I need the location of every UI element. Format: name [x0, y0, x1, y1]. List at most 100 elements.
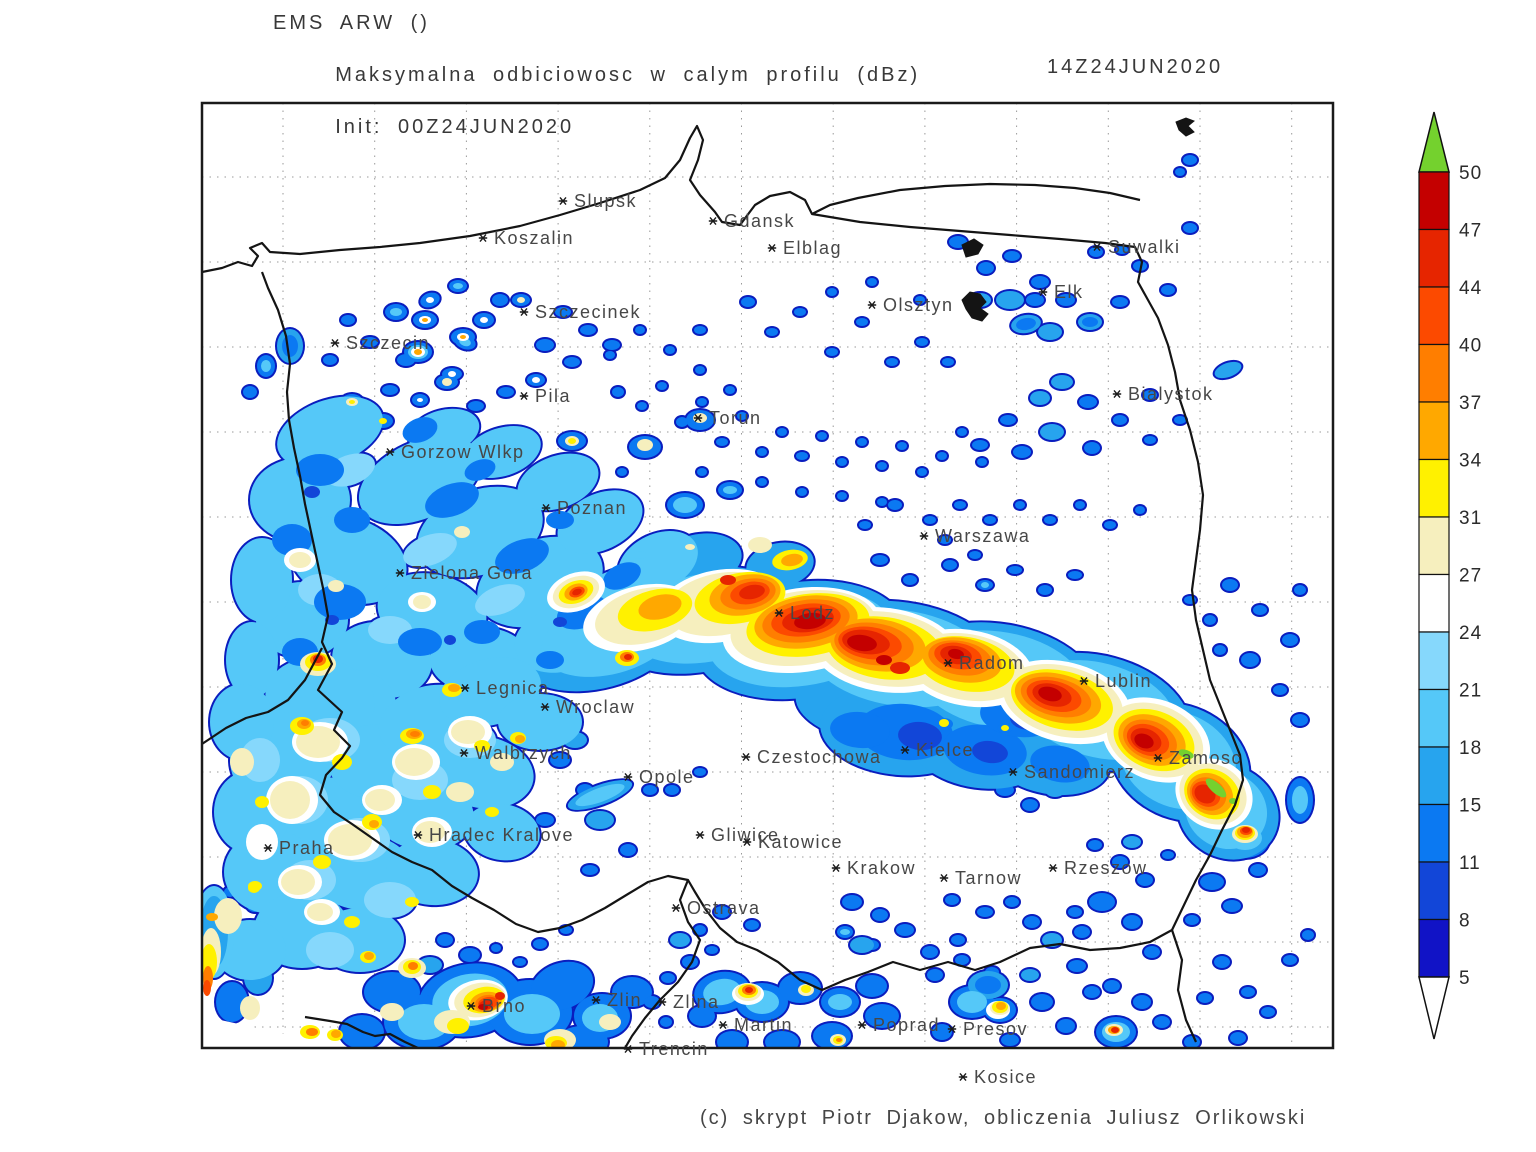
city-label: Bialystok — [1128, 384, 1214, 404]
reflectivity-cell — [945, 895, 959, 905]
city-marker-icon — [519, 307, 529, 317]
border-line — [304, 1015, 419, 1048]
colorbar-tick-label: 15 — [1459, 796, 1482, 817]
reflectivity-cell — [840, 929, 850, 935]
reflectivity-cell — [490, 753, 514, 771]
reflectivity-cell — [1068, 960, 1086, 972]
city-marker-icon — [330, 338, 340, 348]
reflectivity-cell — [604, 340, 620, 350]
reflectivity-cell — [717, 1031, 747, 1048]
city-label: Zamosc — [1169, 748, 1242, 768]
reflectivity-cell — [230, 748, 254, 776]
colorbar-tick-label: 31 — [1459, 508, 1482, 529]
reflectivity-cell — [580, 325, 596, 335]
reflectivity-cell — [924, 516, 936, 524]
reflectivity-cell — [1104, 980, 1120, 992]
colorbar-tick-label: 11 — [1459, 853, 1481, 874]
reflectivity-cell — [551, 1040, 565, 1048]
reflectivity-cell — [414, 349, 422, 355]
reflectivity-cell — [586, 811, 614, 829]
reflectivity-cell — [341, 315, 355, 325]
reflectivity-cell — [517, 297, 525, 303]
city-marker-icon — [558, 196, 568, 206]
reflectivity-cell — [517, 453, 599, 511]
reflectivity-cell — [272, 524, 312, 556]
country-borders — [202, 117, 1245, 1048]
reflectivity-cell — [1026, 294, 1044, 306]
city-label: Wroclaw — [556, 697, 635, 717]
reflectivity-cell — [1038, 585, 1052, 595]
city-label: Suwalki — [1108, 237, 1181, 257]
city-label: Brno — [482, 996, 526, 1016]
reflectivity-cell — [395, 748, 433, 776]
city-label: Zlina — [673, 992, 720, 1012]
reflectivity-cell — [536, 814, 554, 826]
reflectivity-cell — [282, 335, 298, 357]
reflectivity-cell — [984, 516, 996, 524]
reflectivity-cell — [697, 398, 707, 406]
reflectivity-cell — [1089, 893, 1115, 911]
reflectivity-cell — [216, 982, 248, 1022]
border-line — [624, 879, 702, 1048]
reflectivity-cell — [379, 418, 387, 424]
reflectivity-cell — [1302, 930, 1314, 940]
reflectivity-cell — [599, 1014, 621, 1030]
reflectivity-cell — [857, 975, 887, 997]
colorbar-under-arrow — [1418, 976, 1450, 1040]
reflectivity-cell — [977, 458, 987, 466]
reflectivity-cell — [1104, 521, 1116, 529]
reflectivity-cell — [498, 387, 514, 397]
reflectivity-cell — [603, 562, 641, 590]
reflectivity-cell — [1230, 1032, 1246, 1044]
colorbar-segment — [1418, 573, 1450, 633]
reflectivity-cell — [620, 844, 636, 856]
reflectivity-cell — [277, 396, 383, 468]
reflectivity-cell — [447, 1018, 469, 1034]
reflectivity-cell — [1135, 506, 1145, 514]
city-label: Hradec Kralove — [429, 825, 574, 845]
city-marker-icon — [540, 702, 550, 712]
reflectivity-cell — [689, 1006, 715, 1026]
reflectivity-cell — [203, 980, 211, 996]
reflectivity-cell — [1074, 926, 1090, 938]
reflectivity-cell — [398, 628, 442, 656]
colorbar-segment — [1418, 631, 1450, 691]
reflectivity-cell — [485, 807, 499, 817]
reflectivity-cell — [1222, 579, 1238, 591]
city-label: Trencin — [639, 1039, 709, 1059]
reflectivity-cell — [872, 555, 888, 565]
reflectivity-cell — [331, 1030, 341, 1038]
city-label: Elk — [1054, 282, 1084, 302]
city-label: Kosice — [974, 1067, 1037, 1087]
reflectivity-cell — [1001, 725, 1009, 731]
reflectivity-cell — [1282, 634, 1298, 646]
reflectivity-cell — [1112, 856, 1128, 868]
city-label: Poprad — [873, 1015, 940, 1035]
reflectivity-cell — [857, 438, 867, 446]
reflectivity-cell — [828, 994, 852, 1010]
dbz-colorbar: 50 47 44 40 37 34 31 27 24 21 18 15 11 8 5 — [1418, 111, 1482, 1040]
city-label: Presov — [963, 1019, 1028, 1039]
reflectivity-cell — [1154, 1016, 1170, 1028]
reflectivity-cell — [673, 497, 697, 513]
reflectivity-cell — [364, 882, 416, 918]
colorbar-segment — [1418, 746, 1450, 806]
city-marker-icon — [413, 830, 423, 840]
reflectivity-cell — [1185, 915, 1199, 925]
city-label: Poznan — [557, 498, 627, 518]
city-label: Szczecin — [346, 333, 430, 353]
reflectivity-cell — [865, 1004, 899, 1028]
reflectivity-cell — [670, 933, 690, 947]
reflectivity-cell — [1242, 827, 1250, 833]
reflectivity-cell — [382, 385, 398, 395]
city-marker-icon — [263, 843, 273, 853]
city-marker-icon — [695, 830, 705, 840]
city-label: Gdansk — [724, 211, 795, 231]
reflectivity-cell — [1144, 946, 1160, 958]
reflectivity-cell — [475, 584, 525, 616]
colorbar-segment — [1418, 343, 1450, 403]
reflectivity-cell — [886, 358, 898, 366]
reflectivity-cell — [1079, 396, 1097, 408]
reflectivity-cell — [830, 711, 890, 749]
city-marker-icon — [741, 752, 751, 762]
